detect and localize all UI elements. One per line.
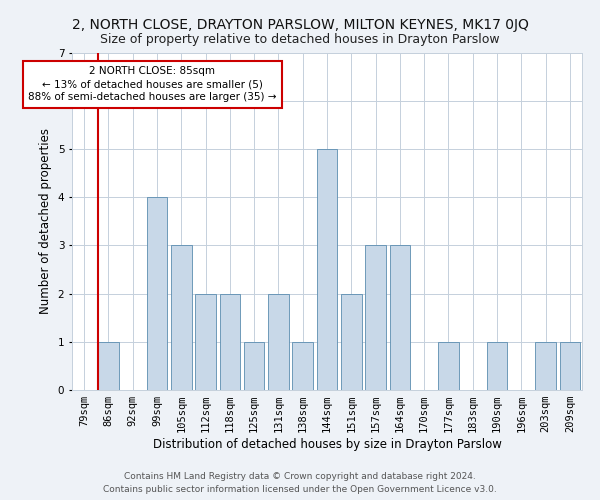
Bar xyxy=(220,294,240,390)
Bar xyxy=(98,342,119,390)
Bar xyxy=(171,246,191,390)
Bar xyxy=(341,294,362,390)
Bar xyxy=(535,342,556,390)
Bar xyxy=(438,342,459,390)
Bar xyxy=(292,342,313,390)
Y-axis label: Number of detached properties: Number of detached properties xyxy=(39,128,52,314)
X-axis label: Distribution of detached houses by size in Drayton Parslow: Distribution of detached houses by size … xyxy=(152,438,502,451)
Bar xyxy=(317,149,337,390)
Text: Size of property relative to detached houses in Drayton Parslow: Size of property relative to detached ho… xyxy=(100,32,500,46)
Bar xyxy=(389,246,410,390)
Bar xyxy=(560,342,580,390)
Text: 2 NORTH CLOSE: 85sqm
← 13% of detached houses are smaller (5)
88% of semi-detach: 2 NORTH CLOSE: 85sqm ← 13% of detached h… xyxy=(28,66,277,102)
Bar xyxy=(487,342,508,390)
Bar xyxy=(365,246,386,390)
Bar xyxy=(244,342,265,390)
Bar xyxy=(195,294,216,390)
Bar xyxy=(268,294,289,390)
Text: Contains HM Land Registry data © Crown copyright and database right 2024.
Contai: Contains HM Land Registry data © Crown c… xyxy=(103,472,497,494)
Text: 2, NORTH CLOSE, DRAYTON PARSLOW, MILTON KEYNES, MK17 0JQ: 2, NORTH CLOSE, DRAYTON PARSLOW, MILTON … xyxy=(71,18,529,32)
Bar xyxy=(146,197,167,390)
